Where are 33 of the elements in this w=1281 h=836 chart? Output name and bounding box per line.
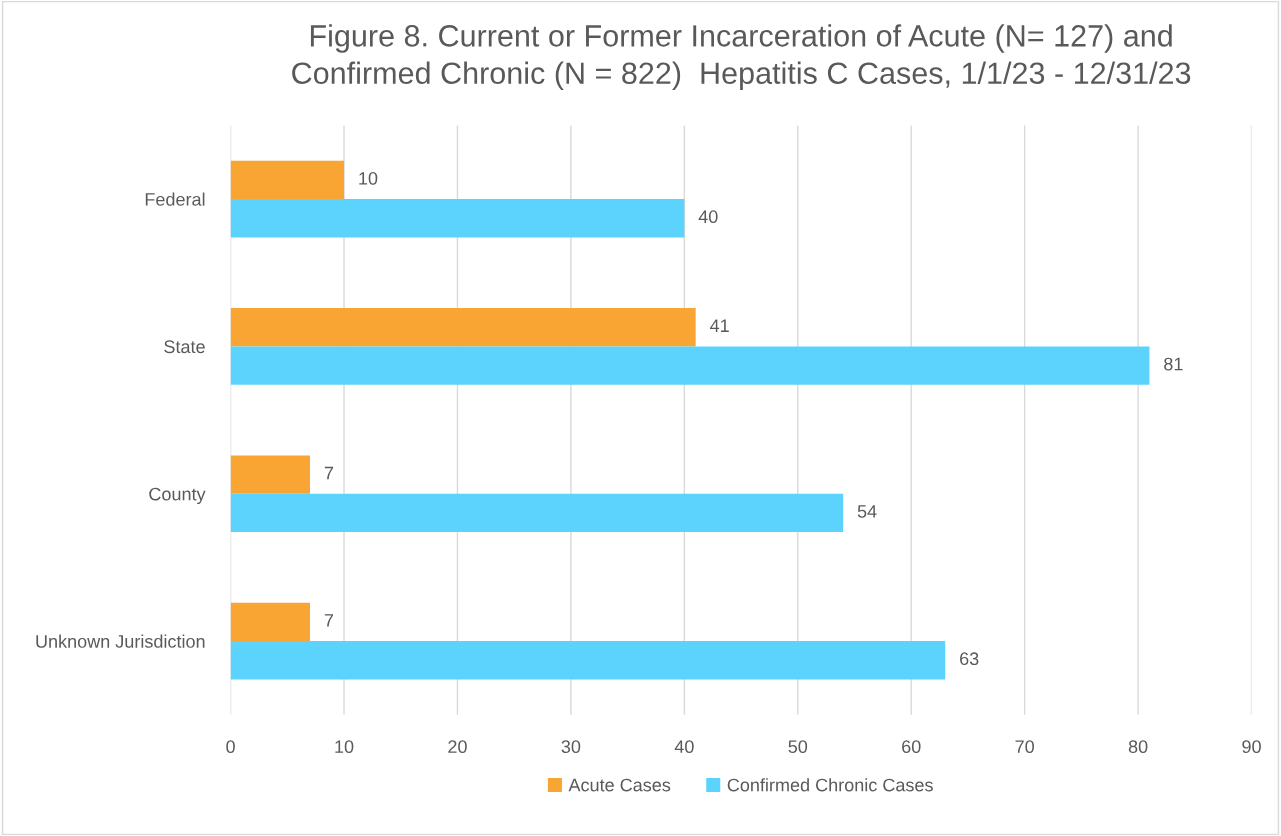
x-tick-label: 90 xyxy=(1242,740,1261,754)
x-tick-label: 20 xyxy=(448,740,467,754)
data-label: 63 xyxy=(960,652,979,666)
data-label: 40 xyxy=(698,210,718,224)
y-tick-label: State xyxy=(164,340,205,354)
data-label: 81 xyxy=(1164,357,1183,371)
bar xyxy=(230,455,310,494)
chart-title: Figure 8. Current or Former Incarceration of Acute (N= 127) and Confirmed Chronic (N = 822) Hepatitis C Cases, 1/1/23 - 12/31/23 xyxy=(292,24,1191,91)
data-label: 7 xyxy=(324,466,334,480)
x-tick-label: 30 xyxy=(561,740,581,754)
data-label: 54 xyxy=(857,505,877,518)
x-tick-label: 70 xyxy=(1015,740,1034,754)
x-tick-label: 80 xyxy=(1128,740,1148,754)
data-label: 41 xyxy=(709,319,729,332)
data-label: 10 xyxy=(359,171,378,185)
x-tick-label: 0 xyxy=(226,740,235,754)
x-tick-label: 10 xyxy=(335,740,354,754)
y-tick-label: County xyxy=(149,487,206,505)
bar xyxy=(230,199,685,238)
bar xyxy=(230,160,345,200)
legend-label: Confirmed Chronic Cases xyxy=(727,778,933,792)
bar xyxy=(230,493,844,533)
legend-label: Acute Cases xyxy=(568,778,671,792)
bar xyxy=(230,346,1150,385)
data-label: 7 xyxy=(324,614,334,627)
y-tick-label: Unknown Jurisdiction xyxy=(36,634,205,648)
bar xyxy=(230,641,946,680)
x-tick-label: 60 xyxy=(902,740,921,754)
y-tick-label: Federal xyxy=(145,192,205,206)
x-tick-label: 50 xyxy=(788,740,808,754)
x-tick-label: 40 xyxy=(674,740,694,754)
bar xyxy=(230,308,696,347)
bar xyxy=(230,602,310,642)
